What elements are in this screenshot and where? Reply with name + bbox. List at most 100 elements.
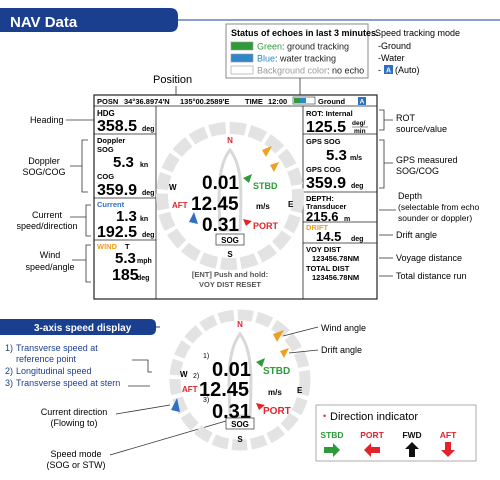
current-dir-unit: deg [142,232,154,239]
large-ship-outline-icon [227,331,253,418]
status-row-3: Background color: no echo [257,66,364,76]
large-axis-num2: 2) [193,373,199,380]
axis-item1-num: 1) [5,343,13,353]
large-drift-marker-icon [280,348,289,358]
hdg-unit: deg [142,126,154,133]
status-row-text: : water tracking [275,54,336,64]
drift-label: DRIFT [306,223,328,232]
depth-label: DEPTH: [306,194,334,203]
direction-arrow-stbd-icon [324,443,340,457]
rot-label: ROT: Internal [306,109,353,118]
large-compass-dial: N S E W 1) 0.01 STBD 2) AFT 12.45 m/s 3)… [169,309,311,451]
callout-voyage: Voyage distance [396,253,462,263]
cog-value: 359.9 [97,182,137,199]
voy-dist-value: 123456.78NM [312,254,359,263]
hdg-label: HDG [97,109,115,118]
large-compass-east: E [297,386,303,395]
direction-indicator-title: Direction indicator [330,411,418,423]
direction-label-aft: AFT [440,430,457,440]
status-swatch-1 [230,41,254,51]
large-stbd-label: STBD [263,366,290,377]
status-legend: Status of echoes in last 3 minutes. Gree… [225,23,379,79]
stbd-label: STBD [253,181,278,191]
mode-auto-badge-icon [358,97,366,105]
header-title: NAV Data [10,14,78,31]
speed-mode-title: Speed tracking mode [375,28,460,38]
gps-sog-label: GPS SOG [306,137,341,146]
large-longitudinal-unit: m/s [268,388,282,397]
large-compass-south: S [237,435,243,444]
port-label: PORT [253,221,279,231]
port-arrow-icon [243,219,252,226]
direction-indicator-box: • Direction indicator STBD PORT FWD AFT [315,404,477,462]
status-legend-title: Status of echoes in last 3 minutes. [231,28,379,38]
large-stbd-value: 0.01 [212,359,251,381]
direction-label-fwd: FWD [402,430,421,440]
port-value: 0.31 [202,215,239,236]
callout-current-line1: Current [32,210,63,220]
longitudinal-value: 12.45 [191,194,239,215]
time-label: TIME [245,97,263,106]
reset-hint-line1: [ENT] Push and hold: [192,270,268,279]
drift-unit: deg [351,236,363,243]
status-row-text: : no echo [327,66,364,76]
speed-mode-item-water: -Water [378,53,405,63]
callout-wind-line2: speed/angle [25,262,74,272]
large-port-arrow-icon [256,403,265,410]
compass-east: E [288,200,294,209]
sog-mode-box [215,233,245,246]
compass-north: N [227,136,233,145]
callout-drift: Drift angle [396,230,437,240]
rot-unit-bottom: min [354,128,366,135]
position-label: Position [153,74,192,86]
axis-item1-text2: reference point [16,354,77,364]
direction-arrow-port-icon [364,443,380,457]
current-direction-marker-icon [189,212,198,224]
ship-outline-icon [217,147,243,232]
stbd-value: 0.01 [202,173,239,194]
direction-label-port: PORT [360,430,384,440]
header-bar: NAV Data [0,8,500,32]
direction-label-stbd: STBD [320,430,343,440]
drift-angle-marker-icon [270,162,279,172]
gps-cog-value: 359.9 [306,175,346,192]
auto-badge-icon [384,65,393,74]
callout-rot-line2: source/value [396,124,447,134]
posn-label: POSN [97,97,118,106]
sog-mode-text: SOG [221,236,239,245]
status-row-text: : ground tracking [282,42,349,52]
axis-current-line2: (Flowing to) [50,418,97,428]
gps-sog-value: 5.3 [326,147,347,164]
large-sog-mode-text: SOG [231,420,249,429]
total-dist-label: TOTAL DIST [306,264,350,273]
large-axis-num1: 1) [203,353,209,360]
status-swatch-2 [230,53,254,63]
callout-doppler-line1: Doppler [28,156,60,166]
drift-value: 14.5 [316,229,341,244]
stbd-arrow-icon [243,174,252,183]
gps-sog-unit: m/s [350,155,362,162]
large-sog-mode-box [225,417,255,430]
wind-angle-marker-icon [262,146,272,157]
status-row-2: Blue: water tracking [257,54,336,64]
callout-gps-line1: GPS measured [396,155,458,165]
axis-item1-text1: Transverse speed at [16,343,98,353]
longitude-value: 135°00.2589'E [180,97,229,106]
speed-mode-auto-prefix: - [378,65,381,75]
callout-depth-line1: Depth [398,191,422,201]
status-row-1: Green: ground tracking [257,42,349,52]
wind-angle-value: 185 [112,267,139,284]
wind-speed-value: 5.3 [115,250,136,267]
wind-suffix: T [125,242,130,251]
right-callouts: ROT source/value GPS measured SOG/COG De… [379,109,480,281]
callout-heading: Heading [30,115,64,125]
axis-mode-line1: Speed mode [50,449,101,459]
depth-source: Transducer [306,202,347,211]
aft-label: AFT [172,201,188,210]
large-wind-marker-icon [273,330,284,342]
current-speed-unit: kn [140,216,148,223]
direction-indicator-bullet: • [323,411,326,421]
callout-current-line2: speed/direction [16,221,77,231]
axis-item3-text1: Transverse speed at stern [16,378,120,388]
compass-west: W [169,183,177,192]
